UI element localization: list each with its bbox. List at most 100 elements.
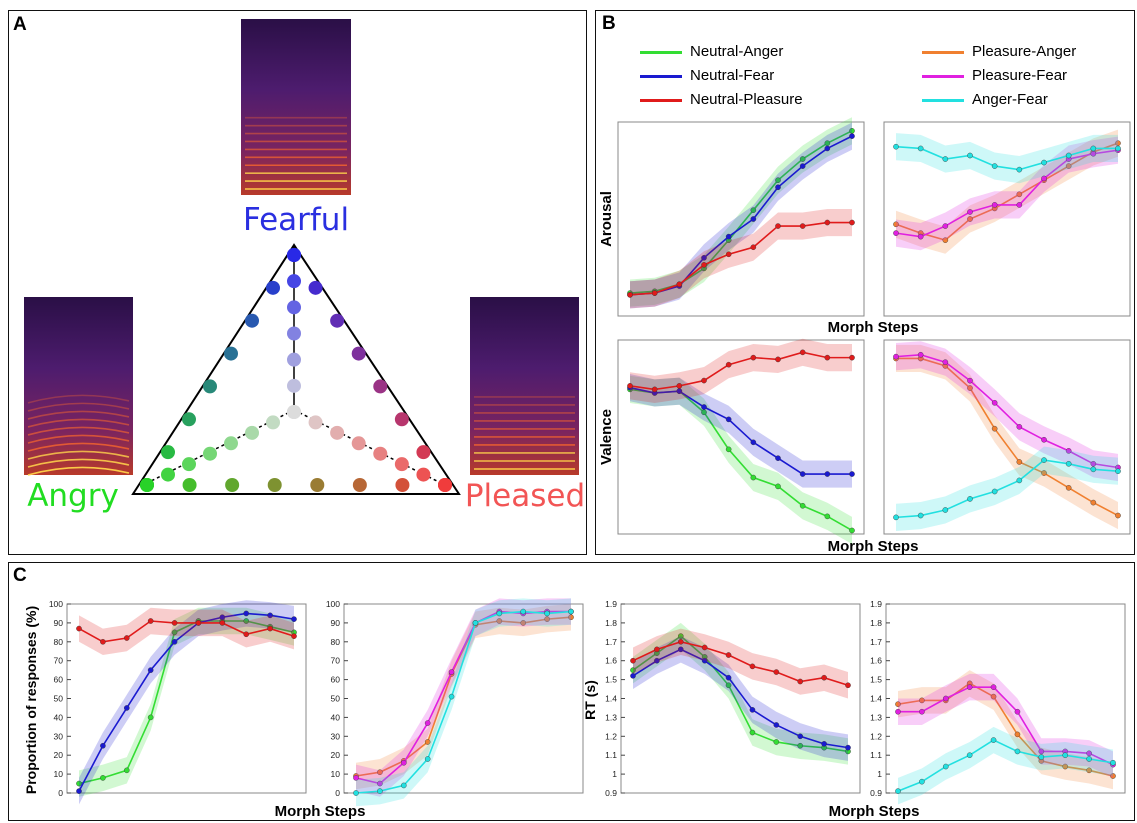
y-tick-label: 40 — [54, 712, 64, 722]
y-tick-label: 1.4 — [870, 694, 882, 704]
y-tick-label: 100 — [326, 599, 340, 609]
data-point — [893, 230, 899, 236]
data-point — [1016, 459, 1023, 465]
legend: Neutral-Anger Neutral-Fear Neutral-Pleas… — [640, 42, 1120, 114]
error-band-neutral-anger — [630, 375, 852, 545]
data-point — [651, 386, 658, 393]
data-point — [219, 614, 226, 621]
series-line-anger-fear — [897, 739, 1114, 792]
data-point — [942, 156, 949, 162]
y-tick-label: 1.5 — [605, 675, 617, 685]
legend-item-neutral-anger: Neutral-Anger — [640, 42, 860, 64]
data-point — [799, 349, 806, 356]
data-point — [893, 221, 899, 228]
legend-swatch — [922, 75, 964, 78]
data-point — [775, 455, 781, 461]
data-point — [1041, 159, 1047, 166]
data-point — [942, 695, 949, 702]
y-tick-label: 1.3 — [870, 712, 882, 722]
data-point — [568, 608, 574, 615]
data-point — [749, 729, 756, 736]
series-line-pleasure-anger — [897, 682, 1114, 777]
data-point — [123, 767, 130, 774]
data-point — [1038, 754, 1045, 760]
data-point — [1016, 477, 1023, 484]
data-point — [775, 483, 781, 490]
y-tick-label: 10 — [331, 769, 341, 779]
y-tick-label: 1.5 — [870, 675, 882, 685]
data-point — [942, 237, 949, 243]
y-tick-label: 50 — [54, 694, 64, 704]
y-tick-label: 0 — [335, 788, 340, 798]
data-point — [750, 474, 757, 481]
data-point — [701, 262, 707, 268]
data-point — [824, 219, 831, 226]
series-line-neutral-pleasure — [632, 640, 849, 687]
y-tick-label: 1.6 — [870, 656, 882, 666]
y-tick-label: 60 — [54, 675, 64, 685]
error-band-pleasure-anger — [898, 670, 1113, 790]
arousal-xlabel: Morph Steps — [828, 319, 919, 336]
data-point — [967, 385, 973, 391]
data-point — [991, 425, 998, 432]
data-point — [1065, 460, 1072, 467]
data-point — [725, 361, 732, 368]
data-point — [917, 512, 924, 519]
error-band-anger-fear — [356, 598, 571, 807]
y-tick-label: 20 — [331, 750, 341, 760]
y-tick-label: 1.9 — [870, 599, 882, 609]
data-point — [1110, 773, 1116, 779]
data-point — [677, 646, 684, 653]
data-point — [893, 353, 899, 360]
data-point — [773, 722, 780, 728]
panel-a — [8, 10, 587, 555]
data-point — [917, 233, 924, 240]
data-point — [353, 790, 359, 796]
prop-ylabel: Proportion of responses (%) — [23, 606, 39, 794]
data-point — [845, 744, 851, 751]
data-point — [701, 377, 707, 384]
error-band-neutral-anger — [633, 622, 848, 765]
y-tick-label: 0.9 — [870, 788, 882, 798]
data-point — [1110, 759, 1116, 766]
prop-xlabel: Morph Steps — [275, 803, 366, 820]
legend-label: Neutral-Anger — [690, 43, 784, 60]
data-point — [991, 400, 998, 406]
series-line-pleasure-fear — [898, 686, 1114, 766]
plot-prop-left: 0 10 20 30 40 50 60 70 80 90 100 — [49, 599, 297, 805]
data-point — [1090, 466, 1097, 473]
series-line-pleasure-fear — [895, 353, 1119, 469]
data-point — [1062, 752, 1069, 759]
y-tick-label: 10 — [54, 769, 64, 779]
data-point — [1016, 424, 1023, 430]
data-point — [195, 620, 202, 626]
data-point — [750, 354, 757, 361]
y-tick-label: 90 — [331, 618, 341, 628]
data-point — [942, 507, 949, 513]
data-point — [797, 678, 804, 685]
data-point — [773, 739, 780, 745]
data-point — [821, 741, 827, 747]
data-point — [76, 780, 82, 787]
data-point — [291, 633, 297, 639]
data-point — [917, 145, 924, 152]
legend-swatch — [922, 99, 964, 102]
data-point — [400, 782, 407, 789]
data-point — [1014, 748, 1021, 755]
data-point — [701, 657, 708, 664]
data-point — [243, 610, 250, 617]
data-point — [750, 244, 757, 251]
data-point — [243, 631, 250, 638]
series-line-neutral-anger — [632, 635, 849, 753]
plot-rt-right: 0.9 1 1.1 1.2 1.3 1.4 1.5 1.6 1.7 1.8 1.9 — [870, 599, 1116, 805]
data-point — [654, 646, 660, 653]
series-line-anger-fear — [895, 145, 1118, 171]
data-point — [942, 223, 949, 229]
series-line-pleasure-anger — [355, 616, 572, 777]
y-tick-label: 0 — [58, 788, 63, 798]
arousal-ylabel: Arousal — [598, 191, 615, 247]
panel-c-label: C — [13, 565, 27, 586]
data-point — [824, 145, 831, 152]
data-point — [725, 652, 732, 658]
data-point — [544, 616, 550, 622]
